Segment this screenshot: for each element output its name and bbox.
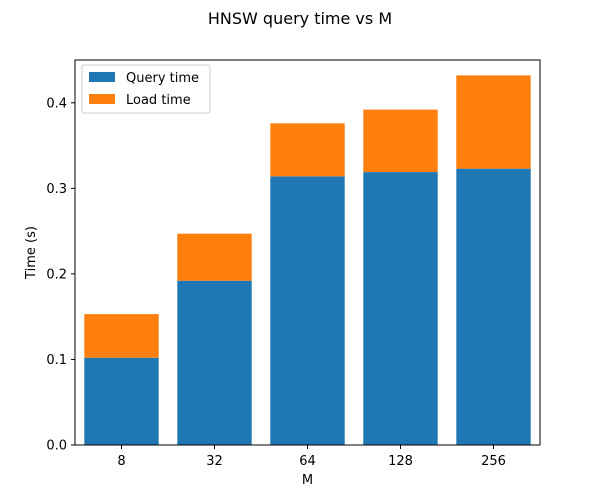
y-tick-label: 0.0 xyxy=(46,439,67,454)
x-axis-label: M xyxy=(302,473,313,488)
bar-query-time-32 xyxy=(177,280,252,445)
legend-label-load-time: Load time xyxy=(126,93,191,108)
legend-swatch-load-time xyxy=(89,94,115,104)
x-tick-label: 128 xyxy=(388,454,413,469)
y-tick-label: 0.1 xyxy=(46,353,67,368)
y-axis-label: Time (s) xyxy=(24,226,39,280)
bar-load-time-8 xyxy=(84,314,159,358)
plot-area xyxy=(84,75,531,446)
bar-query-time-128 xyxy=(363,172,438,446)
bar-load-time-64 xyxy=(270,123,345,177)
x-tick-label: 8 xyxy=(117,454,125,469)
legend: Query time Load time xyxy=(81,64,211,114)
bar-query-time-64 xyxy=(270,176,345,445)
y-axis: 0.0 0.1 0.2 0.3 0.4 xyxy=(46,96,75,454)
x-axis: 8 32 64 128 256 xyxy=(117,445,506,469)
bar-load-time-256 xyxy=(456,75,531,169)
chart-title: HNSW query time vs M xyxy=(208,9,392,28)
x-tick-label: 256 xyxy=(481,454,506,469)
x-tick-label: 32 xyxy=(206,454,223,469)
bar-load-time-32 xyxy=(177,233,252,281)
bar-query-time-256 xyxy=(456,168,531,445)
bar-load-time-128 xyxy=(363,109,438,173)
y-tick-label: 0.3 xyxy=(46,182,67,197)
x-tick-label: 64 xyxy=(299,454,316,469)
y-tick-label: 0.2 xyxy=(46,267,67,282)
y-tick-label: 0.4 xyxy=(46,96,67,111)
bar-query-time-8 xyxy=(84,357,159,445)
legend-label-query-time: Query time xyxy=(126,71,199,86)
legend-swatch-query-time xyxy=(89,72,115,82)
